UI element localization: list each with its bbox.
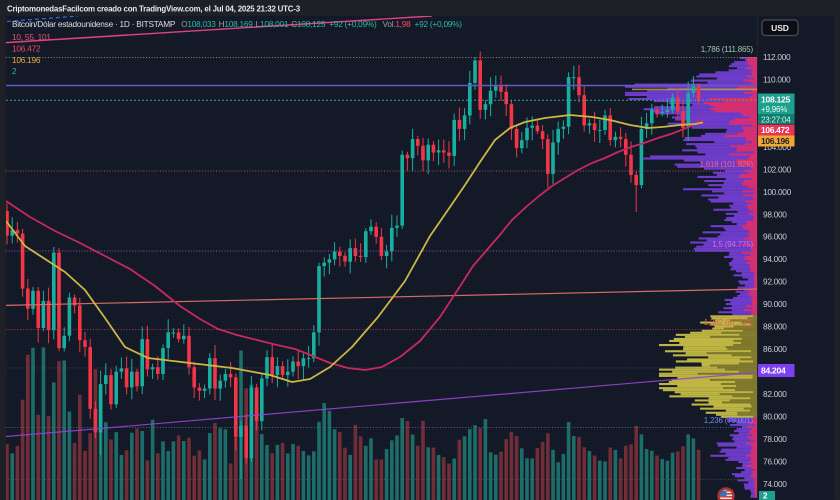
svg-text:2: 2 [12,66,17,76]
svg-text:+9,96%: +9,96% [761,105,787,114]
svg-text:90.000: 90.000 [763,299,787,309]
svg-text:100.000: 100.000 [763,187,792,197]
svg-text:CriptomonedasFacilcom creado c: CriptomonedasFacilcom creado con Trading… [7,5,301,14]
svg-text:USD: USD [771,23,789,33]
svg-text:80.000: 80.000 [763,412,787,422]
svg-text:112.000: 112.000 [763,52,791,62]
svg-text:1,5 (94.775): 1,5 (94.775) [712,240,753,249]
svg-text:23:27:04: 23:27:04 [761,115,791,124]
svg-text:92.000: 92.000 [763,277,787,287]
svg-text:1,236 (79.001): 1,236 (79.001) [704,416,754,425]
svg-text:106.472: 106.472 [761,125,790,135]
svg-text:76.000: 76.000 [763,456,787,466]
svg-text:1,382 (87.724): 1,382 (87.724) [704,318,754,327]
svg-text:78.000: 78.000 [763,434,787,444]
svg-text:94.000: 94.000 [763,254,787,264]
svg-text:10, 55, 101: 10, 55, 101 [12,32,51,42]
svg-text:110.000: 110.000 [763,75,791,85]
svg-text:Bitcoin/Dólar estadounidense ·: Bitcoin/Dólar estadounidense · 1D · BITS… [12,19,462,29]
svg-text:106.196: 106.196 [761,136,790,146]
svg-text:96.000: 96.000 [763,232,787,242]
svg-text:88.000: 88.000 [763,322,787,332]
svg-text:106.472: 106.472 [12,44,41,54]
svg-text:102.000: 102.000 [763,164,792,174]
svg-text:84.204: 84.204 [761,365,786,375]
svg-text:1,618 (101.826): 1,618 (101.826) [700,160,754,169]
svg-text:1,786 (111.865): 1,786 (111.865) [701,45,754,54]
svg-text:86.000: 86.000 [763,344,787,354]
svg-text:108.125: 108.125 [761,95,790,105]
svg-text:74.000: 74.000 [763,479,787,489]
svg-text:104.000: 104.000 [763,142,792,152]
svg-text:106.196: 106.196 [12,55,41,65]
svg-text:98.000: 98.000 [763,209,787,219]
svg-text:2: 2 [763,491,768,500]
svg-text:82.000: 82.000 [763,389,787,399]
